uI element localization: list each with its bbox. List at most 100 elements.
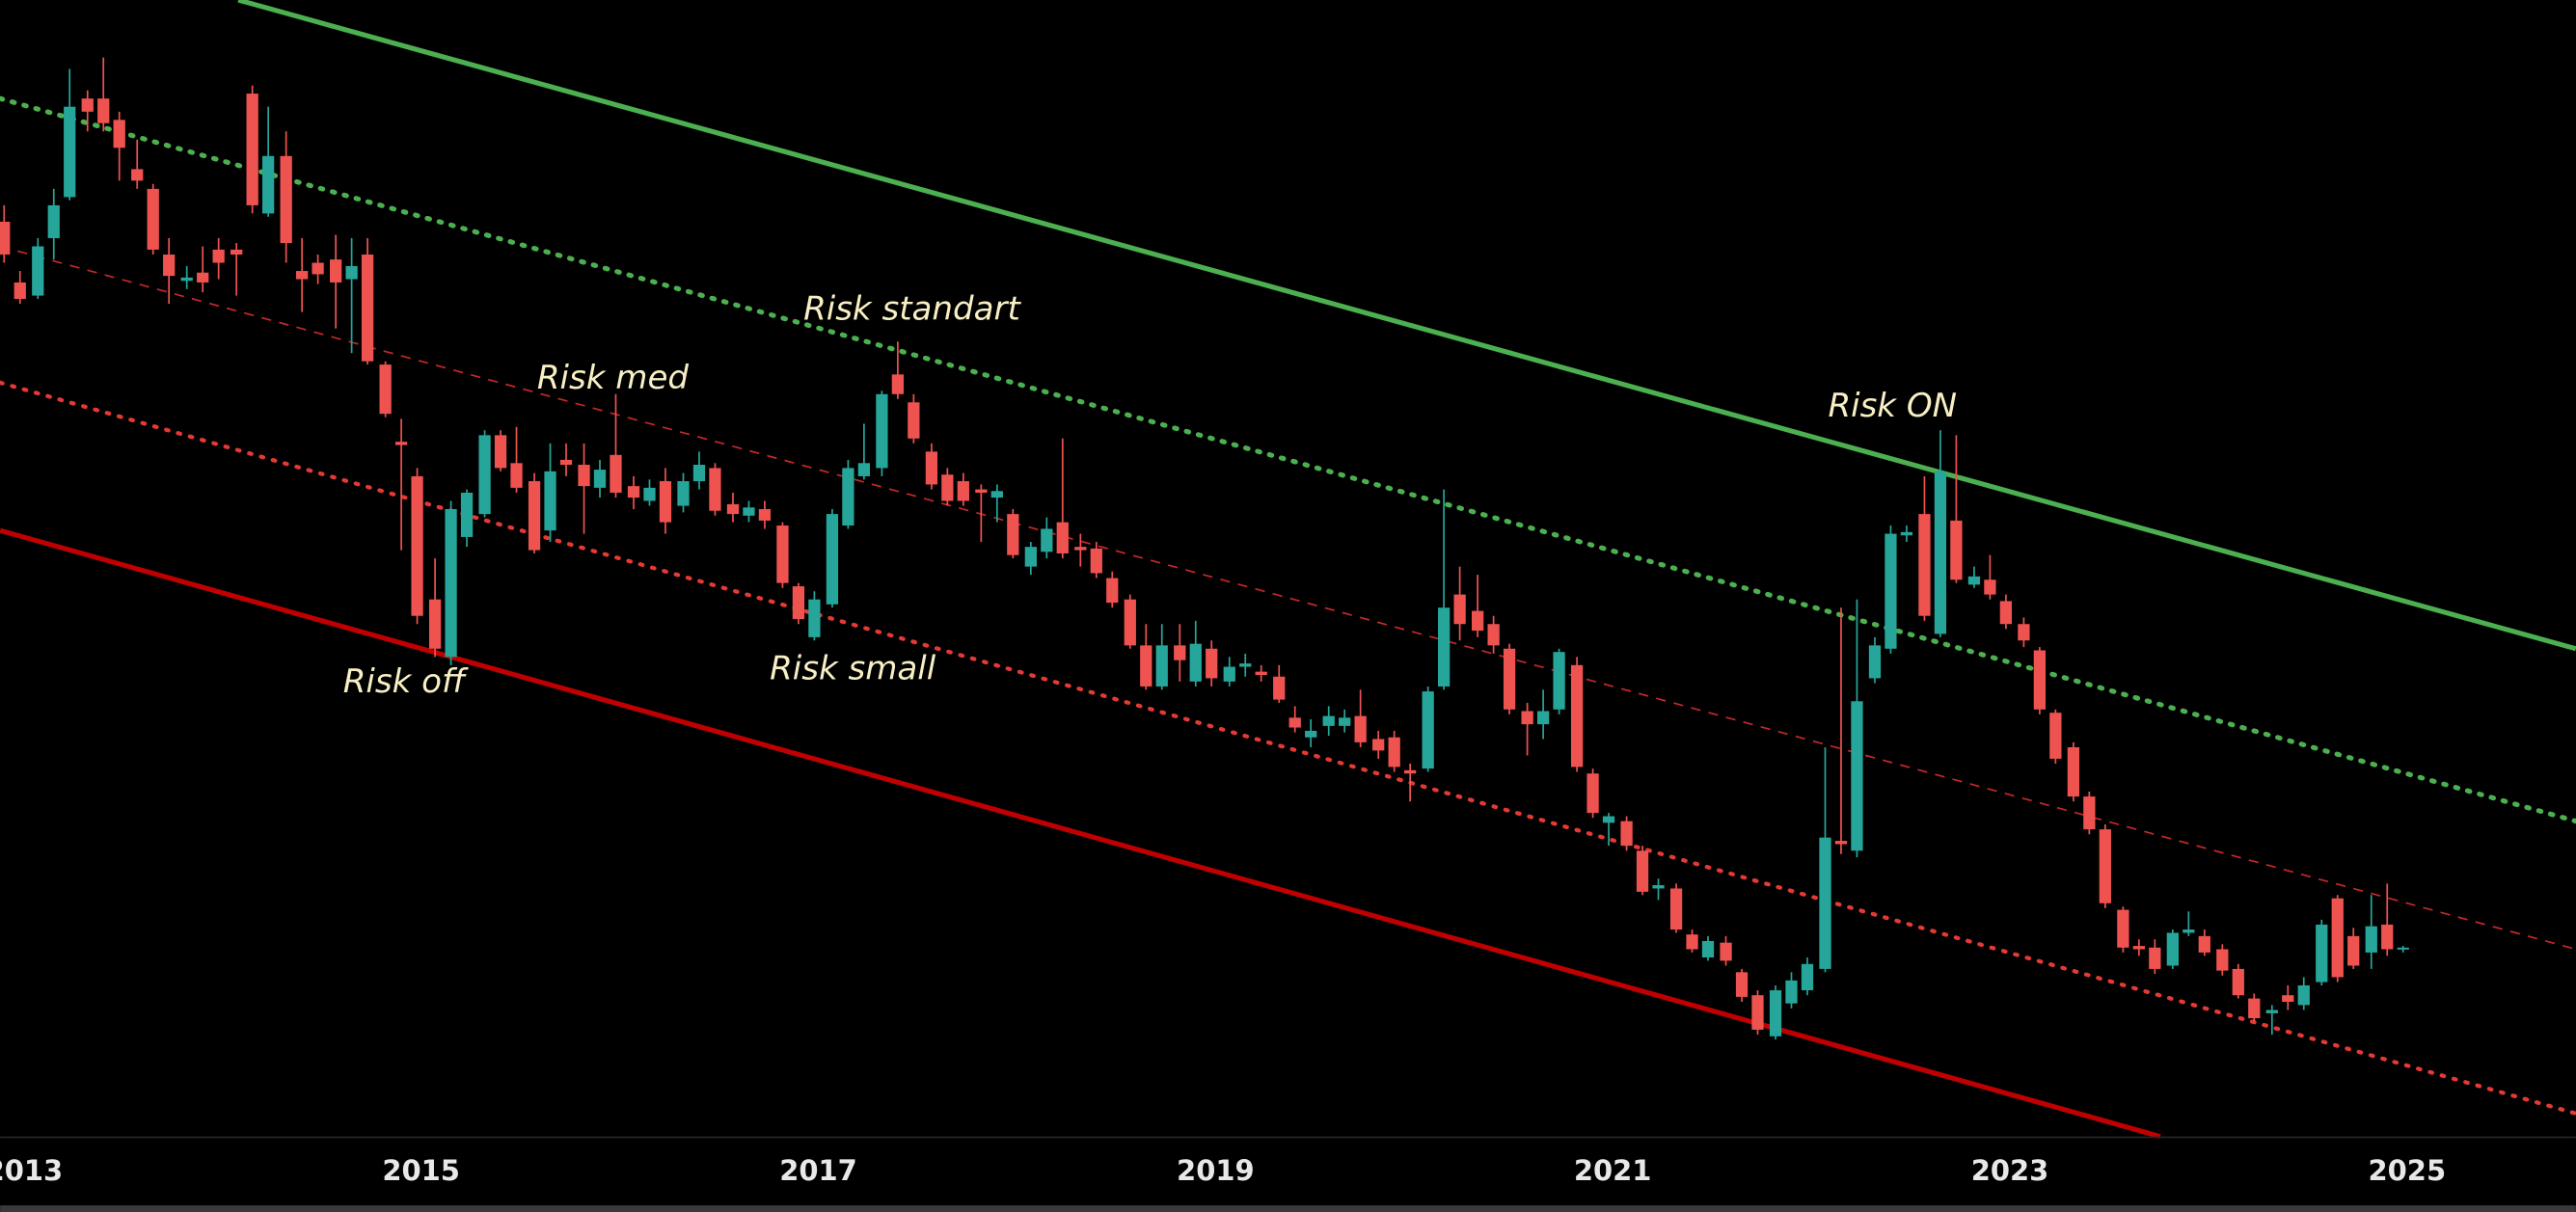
candle-body <box>1106 578 1119 604</box>
candle-body <box>1155 645 1168 687</box>
candle-body <box>1586 773 1599 814</box>
candle-body <box>14 282 26 299</box>
candle-body <box>857 463 871 476</box>
candle-body <box>478 435 491 515</box>
candle-body <box>1206 648 1218 679</box>
candle-body <box>1487 624 1500 646</box>
candle-body <box>1720 942 1732 961</box>
candle-body <box>2033 650 2047 710</box>
candle-body <box>2149 947 2161 969</box>
candle-body <box>578 465 590 487</box>
candle-body <box>2198 935 2210 953</box>
channel-mid-dashed <box>0 245 2576 951</box>
candle-body <box>1851 701 1863 851</box>
candle-body <box>147 188 159 250</box>
candle-body <box>559 459 573 466</box>
x-tick-label: 2013 <box>0 1154 63 1187</box>
candle-body <box>2183 929 2195 933</box>
candle-body <box>908 402 920 439</box>
candle-body <box>692 465 706 482</box>
annotation: Risk standart <box>803 289 1021 328</box>
annotation: Risk off <box>343 662 469 701</box>
candle-body <box>1868 645 1882 679</box>
candle-body <box>2216 949 2229 971</box>
candle-body <box>2083 796 2096 830</box>
candle-body <box>1239 663 1252 667</box>
candle-body <box>1885 533 1897 649</box>
candle-body <box>758 509 772 521</box>
candle-body <box>1090 548 1102 574</box>
candle-body <box>32 246 44 296</box>
candle-body <box>180 277 193 282</box>
annotation: Risk ON <box>1828 387 1957 425</box>
candle-body <box>262 155 275 214</box>
candle-body <box>544 471 556 531</box>
candle-body <box>1918 514 1931 616</box>
candle-body <box>925 451 938 485</box>
candle-body <box>64 106 76 198</box>
candle-body <box>1056 522 1069 553</box>
candle-body <box>1834 841 1848 845</box>
candle-body <box>197 272 209 283</box>
candle-body <box>280 155 292 244</box>
x-tick-label: 2025 <box>2369 1154 2447 1187</box>
x-tick-label: 2017 <box>779 1154 857 1187</box>
candle-body <box>113 120 125 148</box>
candle-body <box>610 454 622 493</box>
candle-body <box>1372 739 1385 751</box>
candle-body <box>0 221 11 256</box>
candle-body <box>1999 601 2013 625</box>
candle-body <box>2381 924 2394 950</box>
candle-body <box>2117 909 2129 948</box>
candle-body <box>1255 671 1267 676</box>
candle-body <box>1701 940 1715 957</box>
candle-body <box>1934 471 1947 634</box>
candle-body <box>494 435 507 469</box>
candle-body <box>2232 968 2244 996</box>
candle-body <box>1553 652 1565 710</box>
candle-body <box>1404 769 1417 774</box>
candle-body <box>411 475 423 616</box>
candle-body <box>1620 821 1633 847</box>
candle-body <box>1636 850 1649 892</box>
candle-body <box>2347 935 2360 966</box>
candle-body <box>2365 926 2377 953</box>
candle-body <box>1305 730 1317 738</box>
candle-body <box>1819 837 1831 969</box>
candle-body <box>1174 645 1186 660</box>
candle-body <box>528 481 541 551</box>
candle-body <box>2265 1010 2278 1013</box>
candle-body <box>1652 885 1665 889</box>
bottom-strip <box>0 1205 2576 1212</box>
candle-body <box>510 463 523 488</box>
candle-body <box>2297 984 2310 1006</box>
candle-body <box>1223 666 1235 682</box>
candle-body <box>1751 995 1764 1030</box>
candle-body <box>792 586 805 620</box>
candle-body <box>1140 645 1152 687</box>
candle-body <box>1950 520 1963 580</box>
candle-body <box>330 259 342 283</box>
x-tick-label: 2015 <box>382 1154 460 1187</box>
candle-body <box>47 204 60 238</box>
candle-body <box>345 265 358 280</box>
candle-body <box>1602 816 1615 823</box>
candle-body <box>312 262 324 275</box>
candle-body <box>2166 932 2179 966</box>
candle-body <box>361 255 374 362</box>
candle-body <box>1503 648 1516 710</box>
x-tick-label: 2019 <box>1177 1154 1255 1187</box>
candle-body <box>1024 547 1037 567</box>
candle-body <box>379 364 392 415</box>
candle-body <box>1984 579 1996 595</box>
candle-body <box>1686 934 1698 950</box>
candle-body <box>990 491 1003 498</box>
candle-body <box>1354 715 1367 742</box>
candle-body <box>876 393 888 469</box>
candle-body <box>2099 829 2111 903</box>
candle-body <box>2331 898 2344 978</box>
candle-body <box>709 468 721 511</box>
candle-body <box>1322 715 1335 726</box>
